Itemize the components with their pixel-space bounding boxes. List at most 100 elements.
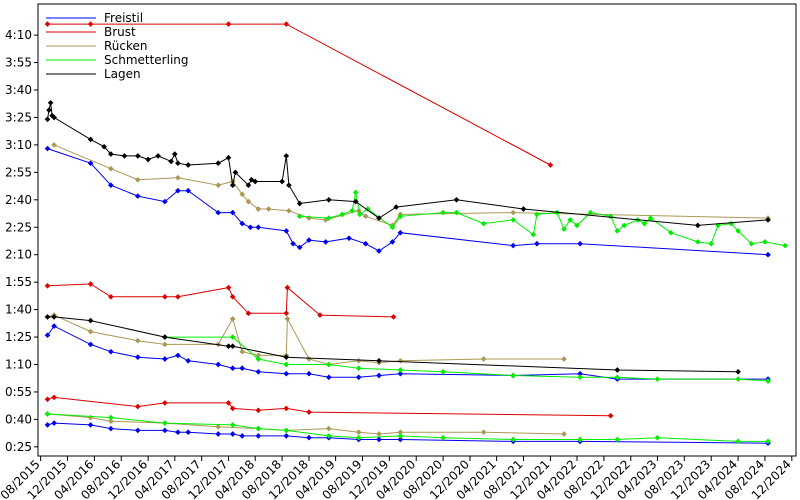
data-point — [694, 222, 701, 229]
plot-frame — [37, 3, 797, 457]
data-point — [349, 207, 355, 214]
data-point — [614, 367, 621, 373]
data-point — [283, 361, 290, 368]
data-point — [510, 209, 517, 216]
series-line — [47, 316, 739, 373]
data-point — [325, 361, 332, 368]
data-point — [641, 220, 648, 227]
data-point — [561, 431, 567, 437]
data-point — [134, 354, 141, 361]
data-point — [239, 191, 246, 198]
data-point — [325, 374, 332, 381]
data-point — [534, 211, 540, 218]
data-point — [51, 420, 57, 426]
data-point — [175, 187, 181, 194]
data-point — [225, 400, 232, 406]
data-point — [364, 206, 371, 212]
series-brust-3 — [44, 281, 397, 320]
data-point — [708, 240, 715, 247]
data-point — [87, 317, 94, 324]
data-point — [171, 151, 178, 157]
y-tick-label: 2:55 — [5, 165, 32, 179]
data-point — [355, 434, 362, 441]
data-point — [162, 293, 168, 300]
data-point — [51, 142, 57, 148]
series-line — [47, 422, 769, 444]
data-point — [229, 343, 236, 350]
data-point — [376, 215, 382, 221]
data-point — [480, 429, 487, 436]
data-point — [306, 409, 312, 415]
data-point — [284, 315, 291, 322]
data-point — [577, 240, 583, 247]
data-point — [44, 314, 51, 320]
data-point — [185, 187, 192, 194]
data-point — [694, 239, 701, 245]
data-point — [47, 99, 54, 106]
data-point — [614, 374, 621, 381]
data-point — [134, 337, 141, 344]
data-point — [290, 240, 296, 247]
data-point — [306, 237, 312, 243]
data-point — [255, 224, 262, 231]
data-point — [87, 422, 94, 428]
data-point — [397, 213, 404, 220]
data-point — [162, 427, 168, 434]
data-point — [162, 341, 168, 348]
data-point — [355, 357, 362, 364]
data-point — [352, 189, 359, 196]
data-point — [362, 240, 369, 247]
data-point — [101, 143, 107, 150]
data-point — [239, 365, 246, 372]
data-point — [175, 293, 181, 300]
data-point — [587, 209, 594, 216]
data-point — [247, 224, 254, 231]
data-point — [286, 207, 292, 214]
data-point — [735, 228, 741, 234]
data-point — [108, 151, 114, 157]
legend-label: Schmetterling — [104, 53, 189, 67]
data-point — [215, 160, 222, 167]
data-point — [229, 293, 236, 300]
data-point — [510, 217, 517, 223]
data-point — [225, 343, 232, 350]
data-point — [480, 220, 487, 227]
data-point — [245, 198, 252, 205]
data-point — [185, 162, 192, 168]
data-point — [255, 407, 262, 414]
data-point — [283, 370, 290, 377]
data-point — [162, 356, 168, 362]
data-point — [215, 423, 222, 430]
data-point — [647, 215, 654, 221]
data-point — [286, 182, 292, 189]
data-point — [239, 348, 246, 355]
data-point — [614, 436, 621, 443]
data-point — [134, 153, 141, 159]
data-point — [530, 231, 537, 238]
data-point — [547, 162, 554, 168]
data-point — [44, 422, 51, 428]
data-point — [735, 438, 741, 445]
data-point — [229, 182, 236, 189]
data-point — [574, 222, 580, 229]
data-point — [355, 365, 362, 372]
data-point — [614, 228, 621, 234]
y-tick-label: 4:10 — [5, 28, 32, 42]
data-point — [229, 431, 236, 437]
data-point — [175, 174, 181, 181]
data-point — [162, 420, 168, 426]
data-point — [239, 433, 246, 439]
data-point — [229, 405, 236, 412]
series-lagen-12 — [44, 99, 771, 229]
data-point — [44, 116, 51, 123]
y-tick-label: 0:55 — [5, 385, 32, 399]
series-freistil-0 — [44, 145, 771, 258]
data-point — [87, 328, 94, 335]
data-point — [283, 354, 290, 361]
data-point — [255, 433, 262, 439]
data-point — [175, 429, 181, 436]
data-point — [440, 368, 446, 375]
data-point — [134, 176, 141, 183]
data-point — [390, 314, 397, 320]
y-tick-label: 3:40 — [5, 83, 32, 97]
